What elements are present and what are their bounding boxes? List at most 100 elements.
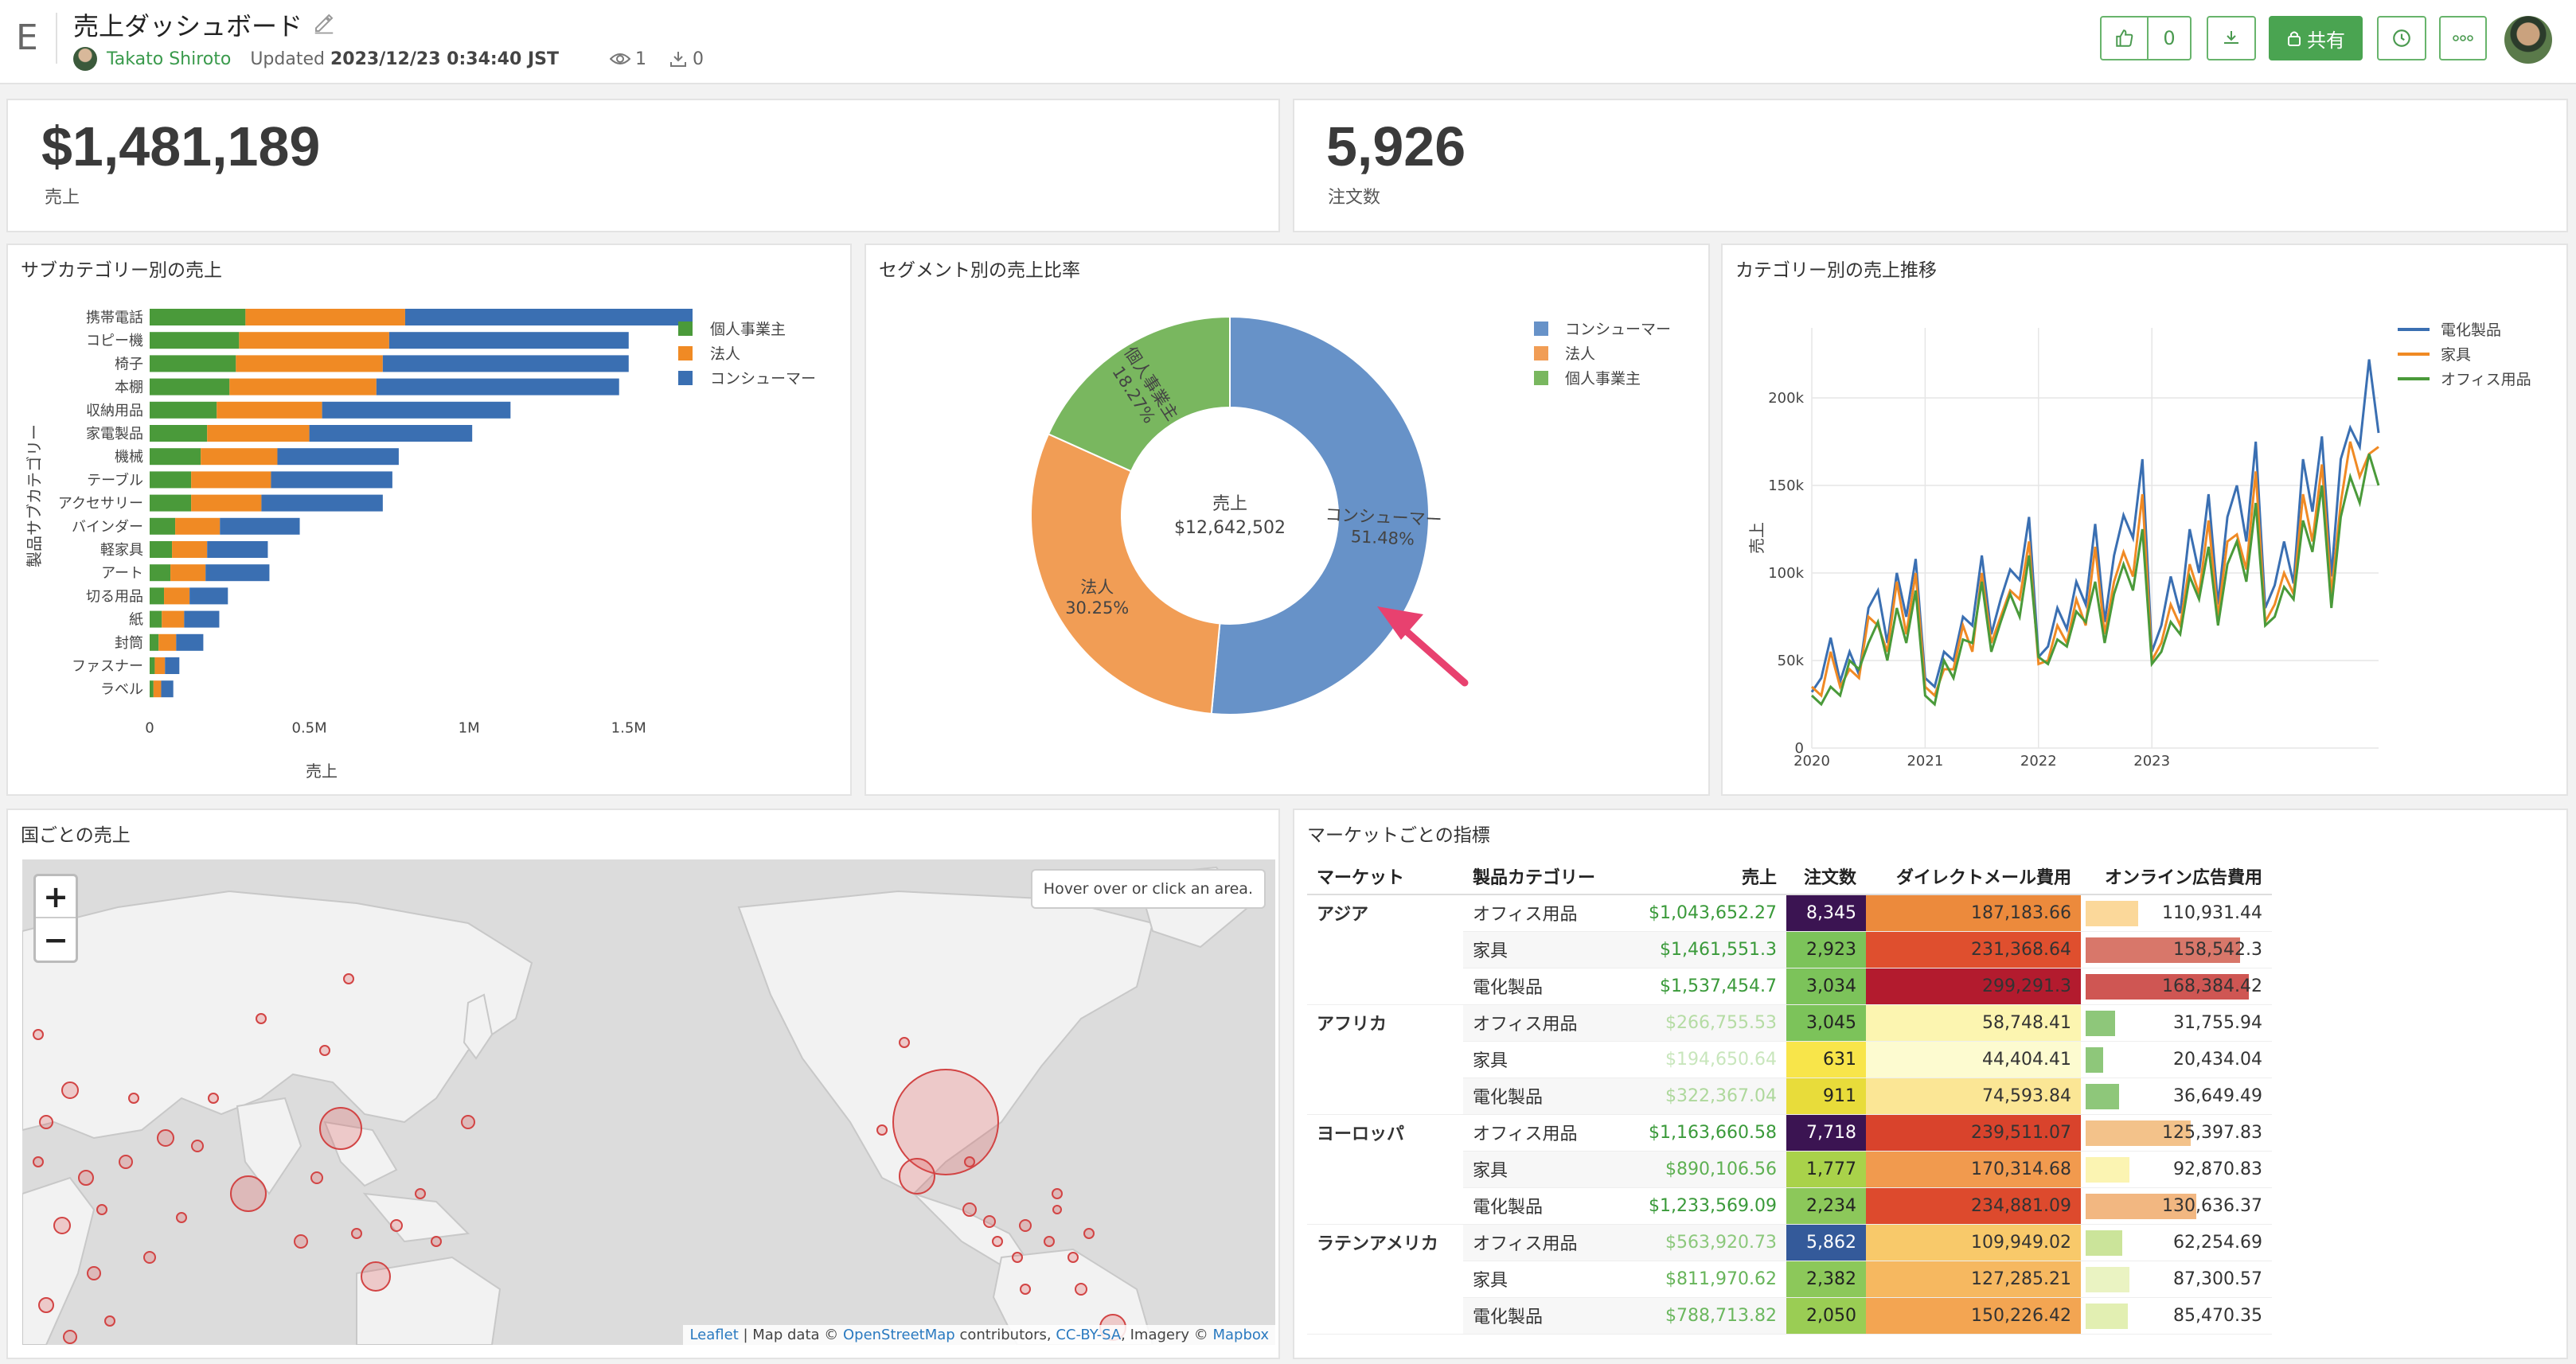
table-row[interactable]: アフリカ オフィス用品 $266,755.53 3,045 58,748.41 31,75… [1307, 1004, 2272, 1115]
bar-segment [150, 517, 176, 535]
user-avatar[interactable] [2504, 16, 2552, 64]
col-market[interactable]: マーケット [1307, 858, 1463, 895]
app-logo[interactable]: E [16, 18, 38, 58]
zoom-in-button[interactable]: + [36, 876, 76, 918]
online-cost-cell: 110,931.44 [2081, 894, 2272, 932]
y-axis-label: 売上 [1747, 522, 1766, 554]
table-row[interactable]: 家具 $1,461,551.3 2,923 231,368.64 158,542.3 [1307, 931, 2272, 968]
bar-category-label: 家電製品 [86, 426, 143, 442]
online-cost-bar [2086, 1156, 2129, 1183]
bar-segment [150, 332, 240, 349]
bar-segment [150, 610, 162, 628]
category-cell: オフィス用品 [1463, 1004, 1630, 1042]
bar-category-label: ファスナー [72, 658, 143, 675]
col-dm-cost[interactable]: ダイレクトメール費用 [1866, 858, 2081, 895]
more-button[interactable] [2439, 16, 2487, 60]
category-cell: 電化製品 [1463, 1187, 1630, 1225]
sales-cell: $1,043,652.27 [1630, 894, 1786, 932]
online-cost-value: 92,870.83 [2173, 1159, 2262, 1179]
table-row[interactable]: 電化製品 $788,713.82 2,050 150,226.42 85,470.35 [1307, 1297, 2272, 1335]
market-cell: ヨーロッパ [1307, 1114, 1463, 1225]
col-online-cost[interactable]: オンライン広告費用 [2081, 858, 2272, 895]
author-link[interactable]: Takato Shiroto [107, 49, 232, 69]
updated-info: Updated 2023/12/23 0:34:40 JST [250, 49, 559, 69]
table-row[interactable]: 家具 $194,650.64 631 44,404.41 20,434.04 [1307, 1041, 2272, 1078]
x-tick-label: 0 [145, 719, 154, 736]
bar-segment [175, 517, 221, 535]
y-tick-label: 50k [1778, 653, 1805, 669]
bar-category-label: ラベル [100, 681, 143, 698]
share-button[interactable]: 共有 [2269, 16, 2363, 60]
online-cost-value: 36,649.49 [2173, 1085, 2262, 1106]
online-cost-value: 158,542.3 [2173, 939, 2262, 960]
table-row[interactable]: 電化製品 $1,537,454.7 3,034 299,291.3 168,384.42 [1307, 968, 2272, 1005]
edit-icon[interactable] [312, 11, 336, 35]
col-category[interactable]: 製品カテゴリー [1463, 858, 1630, 895]
dm-cost-cell: 150,226.42 [1866, 1297, 2081, 1335]
mapbox-link[interactable]: Mapbox [1212, 1327, 1269, 1343]
market-metrics-title: マーケットごとの指標 [1307, 825, 1490, 846]
schedule-button[interactable] [2377, 16, 2426, 60]
col-sales[interactable]: 売上 [1630, 858, 1786, 895]
japan-landmass [463, 993, 494, 1060]
online-cost-cell: 36,649.49 [2081, 1078, 2272, 1115]
orders-cell: 5,862 [1786, 1224, 1866, 1261]
download-icon [2224, 31, 2238, 44]
table-row[interactable]: 家具 $811,970.62 2,382 127,285.21 87,300.57 [1307, 1261, 2272, 1298]
bar-segment [150, 587, 165, 605]
bar-segment [404, 309, 693, 325]
table-row[interactable]: ラテンアメリカ オフィス用品 $563,920.73 5,862 109,949.02 6… [1307, 1224, 2272, 1335]
donut-slice [1030, 433, 1221, 715]
sales-cell: $322,367.04 [1630, 1078, 1786, 1115]
table-row[interactable]: ヨーロッパ オフィス用品 $1,163,660.58 7,718 239,511.07 1… [1307, 1114, 2272, 1225]
col-orders[interactable]: 注文数 [1786, 858, 1866, 895]
download-button[interactable] [2207, 16, 2256, 60]
legend-swatch [1534, 346, 1548, 360]
category-cell: 家具 [1463, 1041, 1630, 1078]
bar-segment [236, 355, 383, 372]
bar-segment [150, 471, 192, 489]
market-metrics-panel: マーケットごとの指標 マーケット 製品カテゴリー 売上 注文数 ダイレクトメール… [1293, 809, 2568, 1359]
donut-slice-percent: 30.25% [1065, 598, 1129, 618]
bar-segment [388, 332, 629, 349]
osm-link[interactable]: OpenStreetMap [842, 1327, 955, 1343]
kpi-sales-panel: $1,481,189 売上 [6, 99, 1280, 232]
updated-value: 2023/12/23 0:34:40 JST [330, 49, 559, 69]
trend-chart-panel: カテゴリー別の売上推移 0 50k 100k 150k 200k 2020 2021 2022… [1721, 244, 2568, 796]
sales-cell: $563,920.73 [1630, 1224, 1786, 1261]
table-row[interactable]: 家具 $890,106.56 1,777 170,314.68 92,870.83 [1307, 1151, 2272, 1188]
bar-segment [217, 401, 322, 419]
orders-cell: 3,045 [1786, 1004, 1866, 1042]
table-row[interactable]: 電化製品 $322,367.04 911 74,593.84 36,649.49 [1307, 1078, 2272, 1115]
dm-cost-cell: 127,285.21 [1866, 1261, 2081, 1298]
table-row[interactable]: アジア オフィス用品 $1,043,652.27 8,345 187,183.66 110… [1307, 894, 2272, 1005]
australia-landmass [356, 1256, 502, 1345]
subcategory-chart-panel: サブカテゴリー別の売上 携帯電話 コピー機 椅子 本棚 収納用品 家電製品 機械 テーブル アク… [6, 244, 852, 796]
world-map[interactable]: + − Hover over or click an area. Leaflet… [22, 859, 1275, 1345]
like-button[interactable] [2100, 16, 2148, 60]
x-tick-label: 2023 [2133, 753, 2170, 770]
online-cost-bar [2086, 1266, 2129, 1292]
bubble-usa [892, 1069, 999, 1175]
dm-cost-cell: 299,291.3 [1866, 968, 2081, 1005]
category-cell: 家具 [1463, 1151, 1630, 1188]
attribution-text-2: contributors, [954, 1327, 1056, 1343]
bubble-india [230, 1175, 267, 1212]
zoom-out-button[interactable]: − [43, 922, 68, 957]
online-cost-bar [2086, 1230, 2123, 1256]
thumbs-up-icon [2115, 29, 2133, 47]
dashboard-title: 売上ダッシュボード [73, 11, 303, 41]
orders-cell: 2,234 [1786, 1187, 1866, 1225]
online-cost-bar [2086, 1193, 2196, 1219]
y-tick-label: 100k [1768, 565, 1804, 582]
table-row[interactable]: 電化製品 $1,233,569.09 2,234 234,881.09 130,636.… [1307, 1187, 2272, 1225]
ccbysa-link[interactable]: CC-BY-SA [1056, 1327, 1122, 1343]
dashboard-meta: Takato Shiroto Updated 2023/12/23 0:34:4… [73, 45, 704, 73]
y-axis-label: 製品サブカテゴリー [25, 424, 44, 567]
market-cell: ラテンアメリカ [1307, 1224, 1463, 1335]
online-cost-cell: 125,397.83 [2081, 1114, 2272, 1152]
online-cost-value: 20,434.04 [2173, 1049, 2262, 1070]
leaflet-link[interactable]: Leaflet [689, 1327, 739, 1343]
bar-segment [162, 610, 185, 628]
online-cost-bar [2086, 973, 2249, 1000]
